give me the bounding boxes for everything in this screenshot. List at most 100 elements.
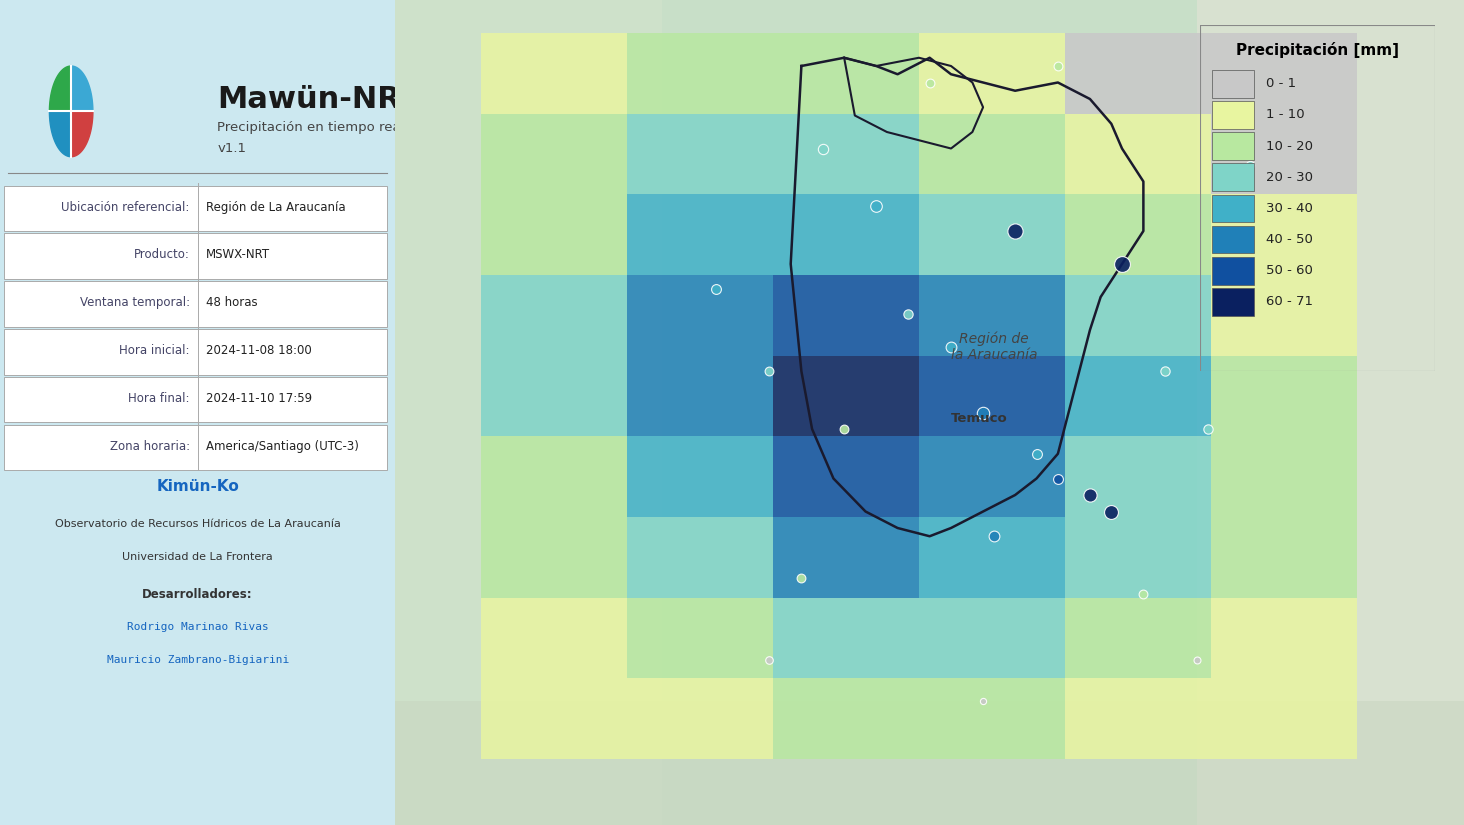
Text: Mawün-NRT: Mawün-NRT bbox=[218, 84, 420, 114]
Point bbox=[896, 307, 919, 320]
Bar bbox=[1064, 517, 1211, 597]
Text: 10 - 20: 10 - 20 bbox=[1266, 139, 1313, 153]
Bar bbox=[1064, 597, 1211, 678]
Point bbox=[1047, 59, 1070, 73]
Bar bbox=[919, 597, 1064, 678]
Bar bbox=[1211, 517, 1357, 597]
Polygon shape bbox=[72, 66, 92, 111]
Bar bbox=[1212, 226, 1255, 253]
Bar bbox=[4, 329, 388, 375]
Bar bbox=[1064, 114, 1211, 195]
Text: Desarrolladores:: Desarrolladores: bbox=[142, 587, 253, 601]
Text: 48 horas: 48 horas bbox=[205, 296, 258, 309]
Bar bbox=[480, 275, 627, 356]
Bar bbox=[1064, 195, 1211, 275]
Bar bbox=[919, 275, 1064, 356]
Text: 20 - 30: 20 - 30 bbox=[1266, 171, 1313, 184]
Point bbox=[1154, 365, 1177, 378]
Bar bbox=[1211, 436, 1357, 517]
Bar bbox=[1211, 33, 1357, 114]
Point bbox=[1003, 224, 1026, 238]
Point bbox=[918, 76, 941, 89]
Bar bbox=[919, 195, 1064, 275]
Bar bbox=[480, 356, 627, 436]
Point bbox=[833, 422, 856, 436]
Text: Rodrigo Marinao Rivas: Rodrigo Marinao Rivas bbox=[127, 622, 268, 632]
Point bbox=[811, 142, 834, 155]
Polygon shape bbox=[50, 66, 72, 111]
Text: Temuco: Temuco bbox=[952, 412, 1007, 426]
Text: Zona horaria:: Zona horaria: bbox=[110, 440, 190, 453]
Point bbox=[1025, 447, 1048, 460]
Bar bbox=[773, 678, 919, 759]
Bar bbox=[919, 678, 1064, 759]
Bar bbox=[627, 597, 773, 678]
Bar bbox=[1211, 114, 1357, 195]
Text: 30 - 40: 30 - 40 bbox=[1266, 202, 1313, 214]
Bar bbox=[627, 356, 773, 436]
Bar bbox=[480, 436, 627, 517]
Text: Ventana temporal:: Ventana temporal: bbox=[79, 296, 190, 309]
Bar bbox=[773, 436, 919, 517]
Bar bbox=[1212, 163, 1255, 191]
Text: 60 - 71: 60 - 71 bbox=[1266, 295, 1313, 309]
Polygon shape bbox=[72, 111, 92, 157]
Bar bbox=[1198, 0, 1464, 825]
Point bbox=[864, 200, 887, 213]
Point bbox=[1186, 653, 1209, 667]
Bar bbox=[480, 517, 627, 597]
Bar bbox=[4, 425, 388, 470]
Point bbox=[1132, 587, 1155, 601]
Bar bbox=[627, 678, 773, 759]
Bar bbox=[4, 186, 388, 231]
Bar bbox=[773, 33, 919, 114]
Text: 40 - 50: 40 - 50 bbox=[1266, 233, 1313, 246]
Point bbox=[1047, 472, 1070, 485]
Bar bbox=[1211, 356, 1357, 436]
Bar bbox=[1212, 70, 1255, 97]
Point bbox=[758, 653, 782, 667]
Text: 2024-11-10 17:59: 2024-11-10 17:59 bbox=[205, 392, 312, 405]
Point bbox=[982, 530, 1006, 543]
Bar bbox=[1211, 678, 1357, 759]
Bar bbox=[773, 195, 919, 275]
Text: Hora inicial:: Hora inicial: bbox=[119, 344, 190, 357]
Bar bbox=[773, 275, 919, 356]
Bar bbox=[919, 356, 1064, 436]
Bar bbox=[480, 597, 627, 678]
Bar bbox=[1212, 132, 1255, 160]
Point bbox=[1196, 422, 1220, 436]
Point bbox=[1099, 505, 1123, 518]
Bar bbox=[480, 114, 627, 195]
Bar bbox=[1211, 597, 1357, 678]
Bar bbox=[773, 114, 919, 195]
Text: Observatorio de Recursos Hídricos de La Araucanía: Observatorio de Recursos Hídricos de La … bbox=[54, 519, 341, 529]
Bar bbox=[1211, 275, 1357, 356]
Text: Región de La Araucanía: Región de La Araucanía bbox=[205, 200, 346, 214]
Bar bbox=[627, 33, 773, 114]
Bar bbox=[627, 517, 773, 597]
Bar bbox=[773, 517, 919, 597]
Text: MSWX-NRT: MSWX-NRT bbox=[205, 248, 269, 262]
Text: Precipitación [mm]: Precipitación [mm] bbox=[1236, 42, 1400, 58]
Point bbox=[704, 282, 728, 295]
Bar bbox=[627, 195, 773, 275]
Text: Ubicación referencial:: Ubicación referencial: bbox=[61, 200, 190, 214]
Point bbox=[1239, 158, 1262, 172]
Text: Región de
la Araucanía: Región de la Araucanía bbox=[950, 331, 1037, 362]
Text: Hora final:: Hora final: bbox=[129, 392, 190, 405]
Text: 2024-11-08 18:00: 2024-11-08 18:00 bbox=[205, 344, 312, 357]
Point bbox=[972, 695, 996, 708]
Bar bbox=[627, 436, 773, 517]
Bar bbox=[1064, 33, 1211, 114]
Bar bbox=[395, 701, 1464, 825]
Bar bbox=[1212, 101, 1255, 129]
Text: 50 - 60: 50 - 60 bbox=[1266, 264, 1313, 277]
Text: 1 - 10: 1 - 10 bbox=[1266, 108, 1304, 121]
Text: Precipitación en tiempo real: Precipitación en tiempo real bbox=[218, 121, 404, 134]
Bar bbox=[919, 114, 1064, 195]
Bar bbox=[773, 356, 919, 436]
Bar bbox=[1212, 195, 1255, 222]
Bar bbox=[480, 678, 627, 759]
Point bbox=[758, 365, 782, 378]
